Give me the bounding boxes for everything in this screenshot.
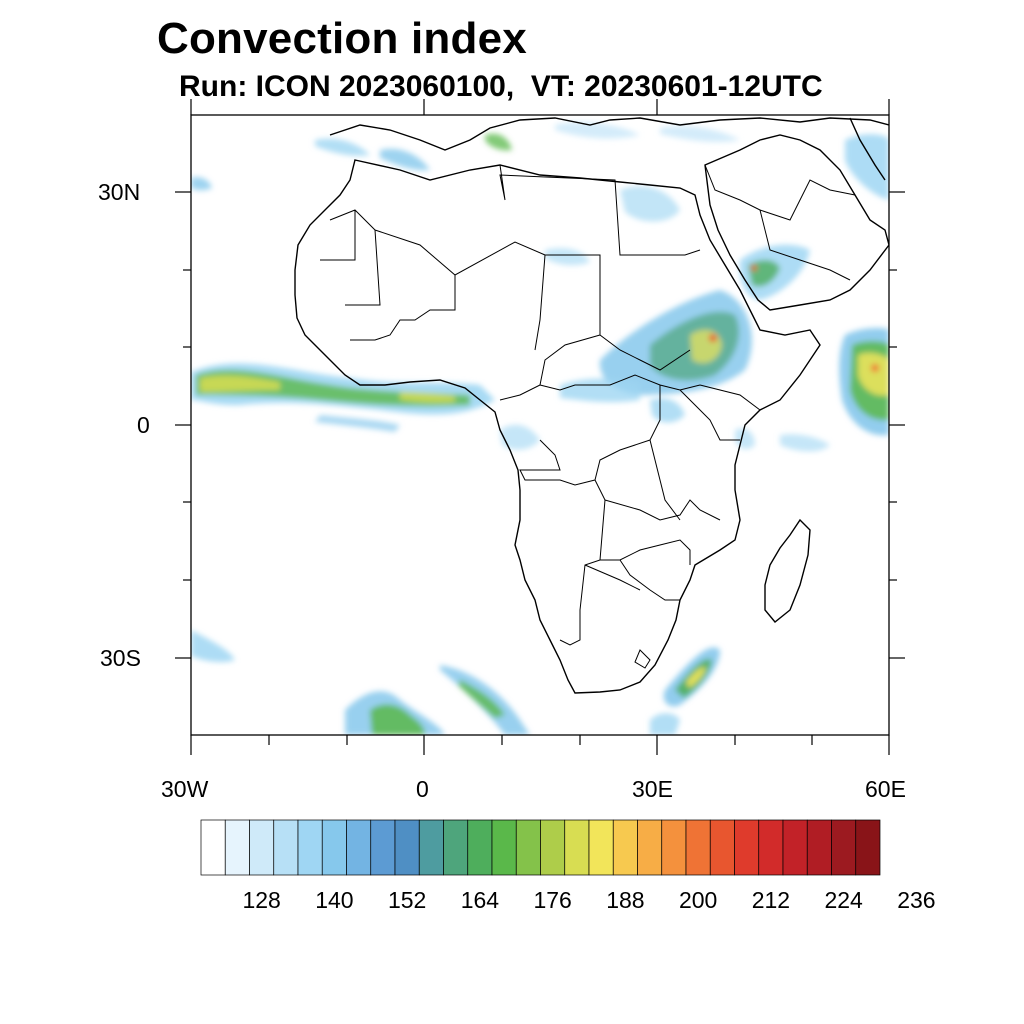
madagascar-coastline [764,518,811,623]
northern-wisps [191,122,889,266]
lat-label-0: 0 [137,412,150,438]
indian-ocean-convection [780,327,889,452]
lat-label-30n: 30N [98,179,141,205]
lon-label-0: 0 [416,776,429,802]
east-africa-convection [560,290,752,403]
map-frame [190,114,890,736]
central-africa-convection [500,398,755,450]
arabia-convection [739,244,810,300]
europe-coastline [329,117,889,151]
colorbar-label: 224 [824,887,863,913]
map-subtitle: Run: ICON 2023060100, VT: 20230601-12UTC [179,70,823,103]
colorbar-label: 164 [460,887,500,913]
africa-coastline [294,159,821,694]
lon-label-60e: 60E [865,776,906,802]
caspian-coast [849,117,886,181]
colorbar-label: 212 [751,887,791,913]
colorbar-label: 188 [606,887,645,913]
borders [320,164,856,669]
colorbar-label: 140 [315,887,354,913]
southern-streaks [191,630,720,735]
convection-field [191,122,889,735]
colorbar-label: 236 [897,887,936,913]
lon-label-30w: 30W [161,776,209,802]
axis-ticks [175,99,905,755]
map-title: Convection index [157,14,527,63]
colorbar-label: 152 [387,887,427,913]
itcz-atlantic-band [191,363,495,432]
lat-label-30s: 30S [100,645,141,671]
lon-label-30e: 30E [632,776,673,802]
colorbar-label: 176 [533,887,572,913]
colorbar-label: 200 [678,887,718,913]
colorbar-label: 128 [242,887,281,913]
arabia-coastline [704,134,889,311]
coastlines [294,117,889,694]
